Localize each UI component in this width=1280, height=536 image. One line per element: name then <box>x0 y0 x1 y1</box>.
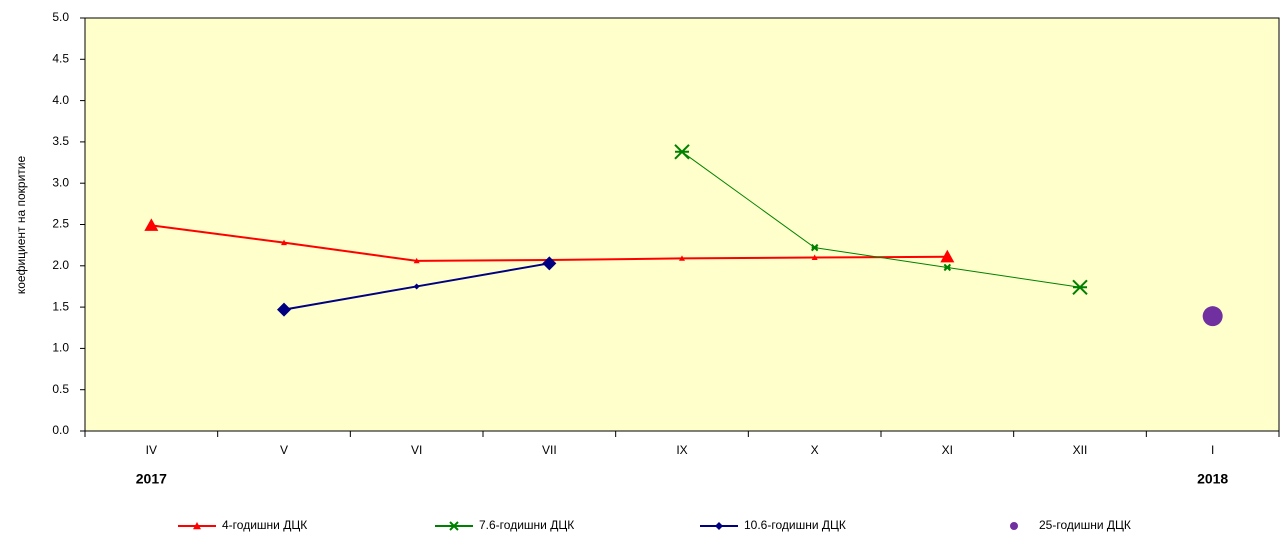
legend-label: 10.6-годишни ДЦК <box>744 518 846 532</box>
legend-label: 7.6-годишни ДЦК <box>479 518 574 532</box>
legend-marker <box>449 521 459 531</box>
y-tick-label: 2.5 <box>52 217 69 231</box>
y-tick-label: 3.5 <box>52 134 69 148</box>
year-label: 2017 <box>136 471 167 487</box>
marker <box>413 283 420 290</box>
marker <box>943 263 952 272</box>
legend-label: 25-годишни ДЦК <box>1039 518 1131 532</box>
y-tick-label: 2.0 <box>52 258 69 272</box>
x-tick-label: VII <box>542 443 557 457</box>
x-tick-label: IX <box>676 443 687 457</box>
legend-marker <box>1010 522 1018 530</box>
x-tick-label: VI <box>411 443 422 457</box>
y-tick-label: 0.0 <box>52 423 69 437</box>
y-tick-label: 4.0 <box>52 93 69 107</box>
marker <box>811 254 818 260</box>
x-tick-label: IV <box>146 443 157 457</box>
y-tick-label: 4.5 <box>52 51 69 65</box>
y-tick-label: 1.5 <box>52 299 69 313</box>
marker <box>144 218 159 231</box>
legend-marker <box>715 522 723 530</box>
x-tick-label: XII <box>1073 443 1088 457</box>
marker <box>1202 306 1223 327</box>
x-tick-label: X <box>811 443 819 457</box>
y-tick-label: 0.5 <box>52 382 69 396</box>
marker <box>281 239 287 246</box>
legend-label: 4-годишни ДЦК <box>222 518 307 532</box>
marker <box>674 144 690 160</box>
x-tick-label: XI <box>942 443 953 457</box>
plot-area <box>84 17 1280 432</box>
y-axis-label: коефициент на покритие <box>14 156 28 295</box>
x-tick-label: V <box>280 443 288 457</box>
marker <box>940 249 955 263</box>
y-tick-label: 1.0 <box>52 341 69 355</box>
marker <box>1072 279 1088 295</box>
marker <box>277 302 291 317</box>
y-tick-label: 5.0 <box>52 10 69 24</box>
y-tick-label: 3.0 <box>52 175 69 189</box>
year-label: 2018 <box>1197 471 1228 487</box>
legend-marker <box>193 522 201 530</box>
marker <box>413 257 420 264</box>
marker <box>810 243 819 252</box>
x-tick-label: I <box>1211 443 1214 457</box>
marker <box>679 255 685 261</box>
series-line <box>681 151 1081 288</box>
marker <box>542 256 557 271</box>
